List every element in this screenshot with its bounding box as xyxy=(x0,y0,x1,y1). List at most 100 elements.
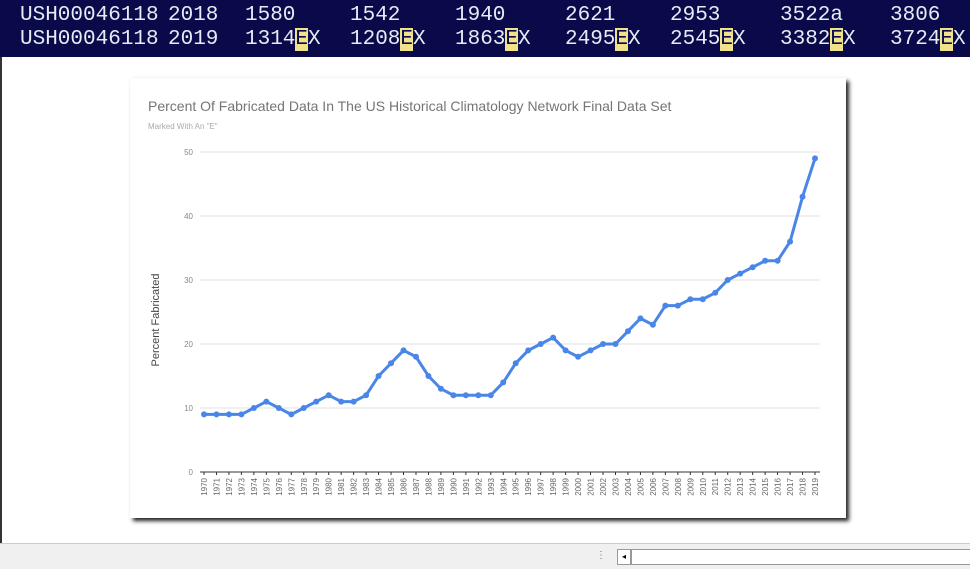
terminal-cell: 2495EX xyxy=(565,28,641,52)
point xyxy=(600,341,607,347)
terminal-cell: USH00046118 xyxy=(20,4,159,28)
flag: E xyxy=(400,28,414,51)
cell-text: X xyxy=(308,28,321,51)
splitter: ⋮ xyxy=(596,550,606,561)
y-tick-label: 0 xyxy=(189,468,194,477)
x-tick-label: 1988 xyxy=(424,477,433,495)
point xyxy=(437,385,444,392)
x-tick-label: 1991 xyxy=(462,477,471,495)
point xyxy=(225,411,232,418)
point xyxy=(325,392,332,399)
cell-text: X xyxy=(628,28,641,51)
terminal-cell: 3806 xyxy=(890,4,940,28)
terminal: USH00046118 2018 1580 1542 1940 2621 2953 3522a… xyxy=(0,0,970,57)
point xyxy=(462,392,469,399)
x-tick-label: 1979 xyxy=(312,477,321,495)
terminal-cell: 3522a xyxy=(780,4,843,28)
x-tick-label: 1976 xyxy=(275,477,284,495)
point xyxy=(575,353,582,360)
cell-text: 1940 xyxy=(455,4,506,27)
terminal-cell: 1208EX xyxy=(350,28,426,52)
x-tick-label: 2019 xyxy=(811,477,820,495)
cell-text: 1208 xyxy=(350,28,401,51)
chart-title: Percent Of Fabricated Data In The US His… xyxy=(148,98,672,114)
x-tick-label: 2016 xyxy=(774,477,783,495)
x-tick-label: 1972 xyxy=(225,477,234,495)
flag: E xyxy=(940,28,954,51)
x-tick-label: 2002 xyxy=(599,477,608,495)
x-tick-label: 2008 xyxy=(674,477,683,495)
terminal-cell: USH00046118 xyxy=(20,28,159,52)
x-tick-label: 2011 xyxy=(711,477,720,495)
x-tick-label: 2006 xyxy=(649,477,658,495)
x-tick-label: 1996 xyxy=(524,477,533,495)
terminal-cell: 1940 xyxy=(455,4,505,28)
point xyxy=(749,264,756,271)
cell-text: 1580 xyxy=(245,4,296,27)
point xyxy=(737,270,744,277)
point xyxy=(363,392,370,399)
terminal-cell: 2545EX xyxy=(670,28,746,52)
x-tick-label: 2004 xyxy=(624,477,633,495)
scrollbar[interactable] xyxy=(631,549,970,565)
x-tick-label: 1984 xyxy=(375,477,384,495)
y-tick-label: 10 xyxy=(184,404,193,413)
chart-subtitle: Marked With An "E" xyxy=(148,122,218,131)
point xyxy=(662,302,669,309)
point xyxy=(487,392,494,399)
x-tick-label: 2018 xyxy=(799,477,808,495)
x-tick-label: 2012 xyxy=(724,477,733,495)
x-tick-label: 1970 xyxy=(200,477,209,495)
x-tick-label: 1978 xyxy=(300,477,309,495)
y-axis-label: Percent Fabricated xyxy=(150,274,162,367)
chart-card xyxy=(130,78,846,518)
cell-text: 3382 xyxy=(780,28,831,51)
x-tick-label: 1989 xyxy=(437,477,446,495)
cell-text: 1863 xyxy=(455,28,506,51)
flag: E xyxy=(720,28,734,51)
point xyxy=(425,373,432,379)
point xyxy=(263,398,270,405)
x-tick-label: 1990 xyxy=(449,477,458,495)
cell-text: 2545 xyxy=(670,28,721,51)
cell-text: X xyxy=(733,28,746,51)
flag: E xyxy=(505,28,519,51)
terminal-cell: 2018 xyxy=(168,4,218,28)
point xyxy=(250,405,257,411)
cell-text: X xyxy=(843,28,856,51)
x-tick-label: 1995 xyxy=(512,477,521,495)
x-tick-label: 1975 xyxy=(262,477,271,495)
point xyxy=(687,296,694,303)
point xyxy=(624,328,631,335)
line xyxy=(204,157,817,417)
point xyxy=(537,341,544,347)
flag: E xyxy=(830,28,844,51)
y-tick-label: 40 xyxy=(184,212,193,221)
cell-text: 2018 xyxy=(168,4,219,27)
x-tick-label: 1977 xyxy=(287,477,296,495)
terminal-cell: 1580 xyxy=(245,4,295,28)
x-tick-label: 2001 xyxy=(587,477,596,495)
cell-text: 2621 xyxy=(565,4,616,27)
point xyxy=(724,277,731,283)
point xyxy=(699,296,706,303)
terminal-cell: 2953 xyxy=(670,4,720,28)
cell-text: USH00046118 xyxy=(20,28,159,51)
point xyxy=(612,341,619,347)
x-tick-label: 2009 xyxy=(686,477,695,495)
point xyxy=(649,321,656,328)
x-tick-label: 2013 xyxy=(736,477,745,495)
cell-text: X xyxy=(518,28,531,51)
chart: Percent Of Fabricated Data In The US His… xyxy=(148,98,820,496)
point xyxy=(400,347,407,354)
point xyxy=(313,398,320,405)
terminal-cell: 1314EX xyxy=(245,28,321,52)
x-tick-label: 1998 xyxy=(549,477,558,495)
point xyxy=(475,392,482,399)
point xyxy=(562,347,569,354)
cell-text: 1314 xyxy=(245,28,296,51)
point xyxy=(712,289,719,296)
point xyxy=(350,398,357,405)
scroll-left[interactable]: ◂ xyxy=(617,549,631,565)
x-tick-label: 1987 xyxy=(412,477,421,495)
